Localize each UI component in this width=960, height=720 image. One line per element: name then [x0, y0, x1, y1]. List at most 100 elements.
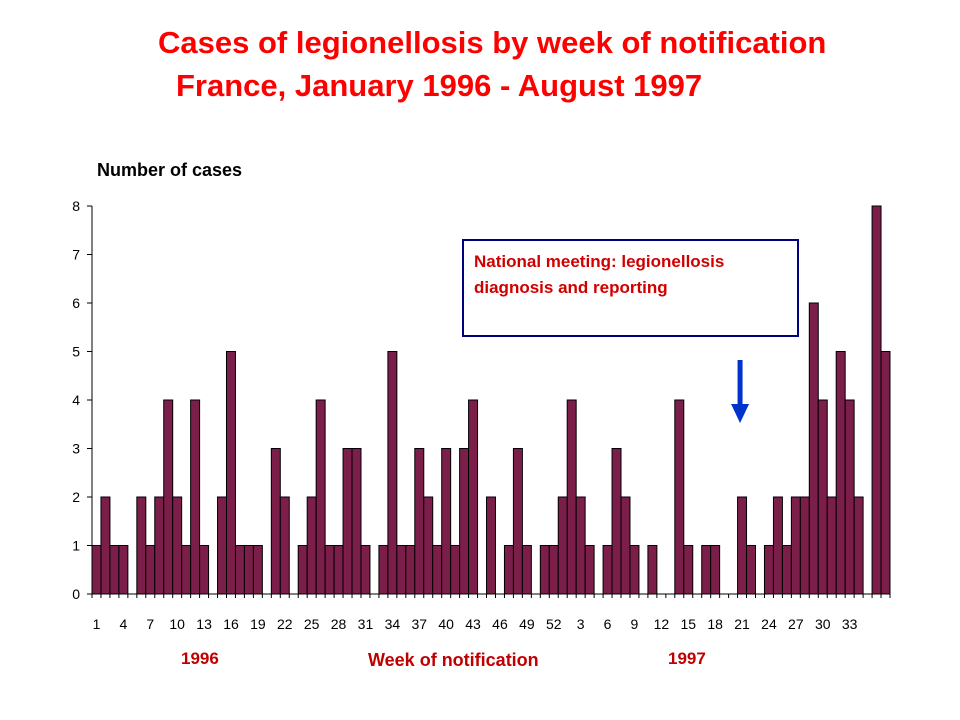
bar [521, 545, 532, 595]
x-tick-label: 22 [277, 616, 293, 632]
bar [136, 496, 147, 595]
annotation-box: National meeting: legionellosis diagnosi… [462, 239, 799, 337]
bar [324, 545, 335, 595]
bar [190, 399, 201, 595]
x-tick-label: 1 [93, 616, 101, 632]
bar [199, 545, 210, 595]
bar [234, 545, 245, 595]
bar [602, 545, 613, 595]
bar [710, 545, 721, 595]
bar [486, 496, 496, 595]
x-tick-label: 12 [654, 616, 670, 632]
bar [91, 545, 102, 595]
bar [826, 496, 837, 595]
bar [405, 545, 416, 595]
x-tick-label: 19 [250, 616, 266, 632]
bar [548, 545, 559, 595]
x-tick-label: 40 [438, 616, 454, 632]
chart-title-line2: France, January 1996 - August 1997 [176, 68, 703, 103]
bar [181, 545, 192, 595]
bar [163, 399, 174, 595]
bar [763, 545, 774, 595]
bar [109, 545, 120, 595]
bar [306, 496, 317, 595]
x-tick-label: 49 [519, 616, 535, 632]
x-axis-label: Week of notification [368, 650, 539, 670]
y-tick-label: 4 [72, 392, 80, 408]
bar [575, 496, 586, 595]
bar [360, 545, 371, 595]
x-tick-label: 7 [146, 616, 154, 632]
x-tick-label: 15 [680, 616, 696, 632]
bar [808, 302, 819, 595]
bar [557, 496, 568, 595]
x-tick-label: 9 [631, 616, 639, 632]
bar [647, 545, 658, 595]
y-tick-label: 1 [72, 538, 80, 554]
bar [217, 496, 227, 595]
bar [772, 496, 783, 595]
bar [835, 351, 846, 595]
bar [683, 545, 694, 595]
year-label-1997: 1997 [668, 649, 706, 668]
bar [880, 351, 891, 595]
x-tick-label: 16 [223, 616, 239, 632]
x-tick-label: 52 [546, 616, 562, 632]
bar [154, 496, 165, 595]
bar [342, 448, 353, 595]
bar [817, 399, 828, 595]
y-tick-label: 0 [72, 586, 80, 602]
bar [396, 545, 407, 595]
bar [243, 545, 254, 595]
x-tick-label: 34 [385, 616, 401, 632]
x-tick-label: 43 [465, 616, 481, 632]
x-tick-label: 6 [604, 616, 612, 632]
x-tick-label: 21 [734, 616, 750, 632]
x-tick-label: 30 [815, 616, 831, 632]
x-tick-label: 13 [196, 616, 212, 632]
bar [414, 448, 425, 595]
bar [432, 545, 443, 595]
bar [225, 351, 236, 595]
bar [279, 496, 290, 595]
annotation-arrow-group [731, 360, 750, 423]
arrow-head-icon [731, 404, 750, 423]
bar [333, 545, 344, 595]
bar [252, 545, 263, 595]
y-tick-label: 8 [72, 198, 80, 214]
bar [799, 496, 810, 595]
x-tick-label: 37 [411, 616, 427, 632]
bar [566, 399, 577, 595]
x-tick-label: 24 [761, 616, 777, 632]
bar [172, 496, 183, 595]
bar [297, 545, 308, 595]
bar [611, 448, 622, 595]
y-tick-label: 6 [72, 295, 80, 311]
bar [441, 448, 452, 595]
x-tick-label: 25 [304, 616, 320, 632]
y-tick-label: 7 [72, 247, 80, 263]
bar [620, 496, 631, 595]
bar [387, 351, 398, 595]
bars-group [91, 205, 891, 595]
bar [781, 545, 792, 595]
bar [853, 496, 864, 595]
bar [503, 545, 514, 595]
year-label-1996: 1996 [181, 649, 219, 668]
bar [459, 448, 470, 595]
x-tick-label: 28 [331, 616, 347, 632]
y-tick-label: 3 [72, 441, 80, 457]
bar [584, 545, 595, 595]
bar [629, 545, 640, 595]
bar [118, 545, 129, 595]
x-tick-label: 18 [707, 616, 723, 632]
chart-title-line1: Cases of legionellosis by week of notifi… [158, 25, 827, 60]
bar [674, 399, 685, 595]
x-tick-label: 10 [169, 616, 185, 632]
bar [844, 399, 855, 595]
bar [468, 399, 479, 595]
y-tick-label: 2 [72, 489, 80, 505]
bar [512, 448, 523, 595]
